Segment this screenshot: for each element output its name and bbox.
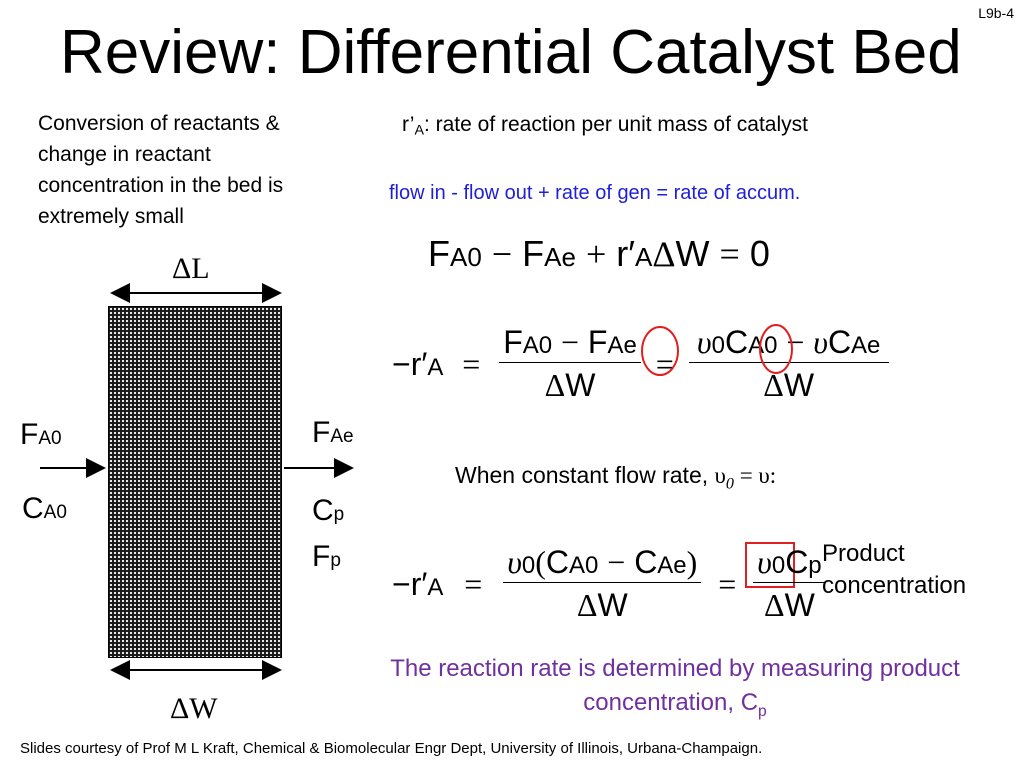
reactant-difference-fraction: υ0(CA0 − CAe) ΔW: [503, 546, 702, 621]
catalyst-bed: [108, 306, 282, 658]
mole-balance-equation: FA0 − FAe + r′AΔW = 0: [428, 233, 770, 274]
bed-length-label: ΔL: [172, 252, 210, 285]
rate-definition: r’A: rate of reaction per unit mass of c…: [402, 113, 808, 139]
flow-difference-fraction: FA0 − FAe ΔW: [499, 326, 641, 401]
product-concentration-label: Product concentration: [822, 540, 967, 599]
slide-title: Review: Differential Catalyst Bed: [60, 18, 962, 87]
rate-definition-text: : rate of reaction per unit mass of cata…: [423, 113, 808, 136]
constant-flow-note: When constant flow rate, υ0 = υ:: [455, 462, 776, 494]
outlet-product-flow-label: Fp: [312, 540, 341, 573]
product-concentration-fraction: υ0Cp ΔW: [753, 546, 826, 621]
credits: Slides courtesy of Prof M L Kraft, Chemi…: [20, 740, 763, 757]
flow-equality-expression: υ0 = υ:: [714, 463, 777, 493]
rate-subscript: A: [414, 122, 424, 139]
highlight-circle-outlet-flow-rate: [759, 324, 793, 374]
conclusion: The reaction rate is determined by measu…: [370, 652, 980, 729]
constant-flow-text: When constant flow rate,: [455, 462, 709, 488]
rate-equation-general: −r′A = FA0 − FAe ΔW = υ0CA0 − υCAe ΔW: [392, 326, 889, 401]
outlet-product-concentration-label: Cp: [312, 494, 345, 527]
balance-statement: flow in - flow out + rate of gen = rate …: [389, 182, 801, 204]
outlet-flow-label: FAe: [312, 416, 354, 449]
bed-weight-label: ΔW: [170, 692, 218, 725]
highlight-circle-inlet-flow-rate: [641, 326, 679, 376]
rate-symbol: r’: [402, 113, 415, 136]
concentration-flow-fraction: υ0CA0 − υCAe ΔW: [688, 326, 889, 401]
slide-number: L9b-4: [978, 5, 1014, 21]
conversion-note: Conversion of reactants & change in reac…: [38, 112, 284, 228]
inlet-flow-label: FA0: [20, 418, 62, 451]
inlet-concentration-label: CA0: [22, 492, 67, 525]
conclusion-subscript: p: [758, 702, 767, 720]
highlight-box-product-concentration: [745, 542, 795, 588]
rate-equation-product: −r′A = υ0(CA0 − CAe) ΔW = υ0Cp ΔW: [392, 546, 826, 621]
conclusion-text: The reaction rate is determined by measu…: [390, 655, 960, 716]
